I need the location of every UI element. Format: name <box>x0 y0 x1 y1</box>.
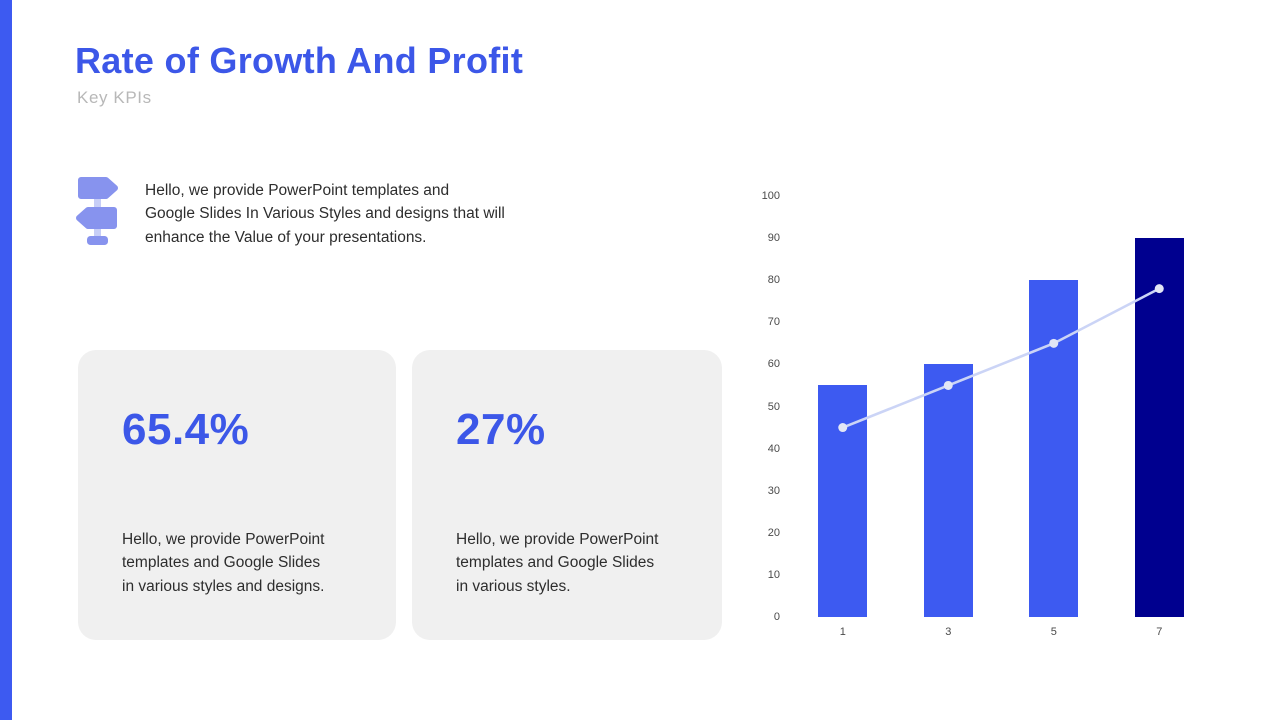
bar-category-7 <box>1134 238 1184 617</box>
kpi-description: Hello, we provide PowerPoint templates a… <box>456 531 659 595</box>
x-axis-tick-label: 7 <box>1156 626 1163 638</box>
growth-profit-chart: 0 10 20 30 40 50 60 70 80 90 100 1 3 5 7 <box>745 188 1225 658</box>
y-axis-tick-label: 40 <box>767 442 780 455</box>
y-axis-tick-label: 50 <box>767 400 780 413</box>
y-axis-tick-label: 100 <box>761 190 780 202</box>
left-accent-bar <box>0 0 12 720</box>
kpi-value: 27% <box>456 405 546 454</box>
bar-category-1 <box>818 385 868 617</box>
y-axis-tick-label: 70 <box>767 316 780 329</box>
y-axis-tick-label: 10 <box>767 568 780 581</box>
kpi-description: Hello, we provide PowerPoint templates a… <box>122 531 325 595</box>
kpi-card-profit: 27% Hello, we provide PowerPoint templat… <box>412 350 722 640</box>
signpost-icon <box>73 172 121 248</box>
x-axis-tick-label: 3 <box>945 626 952 638</box>
bar-category-5 <box>1029 280 1079 617</box>
kpi-value: 65.4% <box>122 405 250 454</box>
y-axis-tick-label: 20 <box>767 526 780 539</box>
y-axis-tick-label: 30 <box>767 484 780 497</box>
x-axis-tick-label: 5 <box>1050 626 1057 638</box>
page-title: Rate of Growth And Profit <box>75 40 524 81</box>
bar-category-3 <box>923 364 973 617</box>
x-axis-tick-label: 1 <box>839 626 846 638</box>
intro-text: Hello, we provide PowerPoint templates a… <box>145 182 505 246</box>
kpi-card-growth: 65.4% Hello, we provide PowerPoint templ… <box>78 350 396 640</box>
page-subtitle: Key KPIs <box>77 88 152 107</box>
y-axis-tick-label: 60 <box>767 358 780 371</box>
y-axis-tick-label: 80 <box>767 274 780 287</box>
y-axis-tick-label: 90 <box>767 232 780 245</box>
y-axis-tick-label: 0 <box>773 611 780 623</box>
